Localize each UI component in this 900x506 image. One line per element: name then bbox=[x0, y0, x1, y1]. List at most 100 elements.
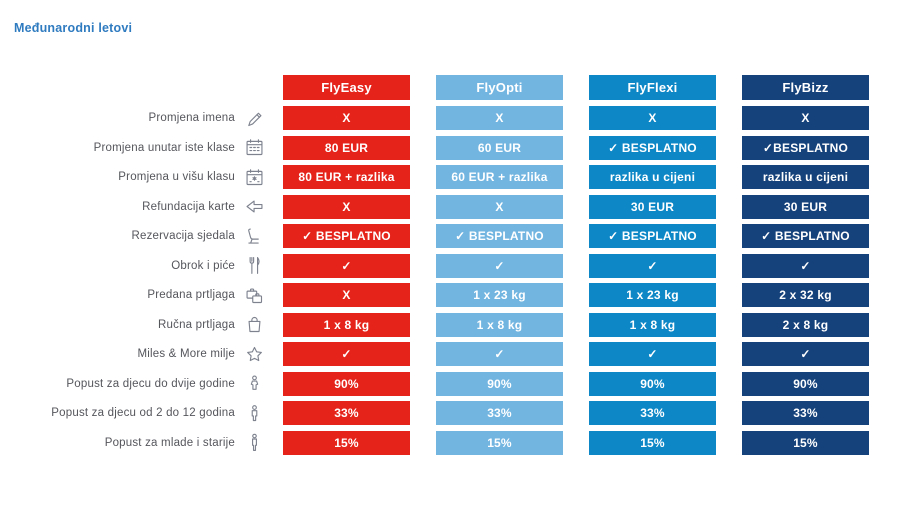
table-cell: X bbox=[436, 106, 563, 130]
cutlery-icon bbox=[242, 254, 266, 278]
table-cell: 2 x 32 kg bbox=[742, 283, 869, 307]
table-cell: 1 x 8 kg bbox=[589, 312, 716, 337]
table-cell: 33% bbox=[589, 401, 716, 425]
row-label: Rezervacija sjedala bbox=[131, 230, 235, 242]
table-row: Predana prtljaga X 1 x 23 kg 1 x 23 kg 2… bbox=[0, 283, 869, 307]
star-icon bbox=[242, 342, 266, 366]
row-label: Refundacija karte bbox=[142, 200, 235, 213]
page-title: Međunarodni letovi bbox=[14, 21, 133, 35]
row-label: Promjena imena bbox=[148, 112, 235, 124]
table-cell: ✓ BESPLATNO bbox=[589, 135, 716, 160]
baby-icon bbox=[242, 372, 266, 396]
table-cell: 80 EUR bbox=[283, 135, 410, 160]
table-cell: X bbox=[742, 106, 869, 130]
row-label: Predana prtljaga bbox=[147, 289, 235, 301]
row-label: Popust za djecu od 2 do 12 godina bbox=[51, 407, 235, 419]
table-row: Promjena unutar iste klase 80 EUR 60 EUR… bbox=[0, 135, 869, 160]
table-row: Promjena imena X X X X bbox=[0, 106, 869, 130]
table-cell: razlika u cijeni bbox=[589, 165, 716, 189]
table-cell: 60 EUR bbox=[436, 135, 563, 160]
table-cell: 90% bbox=[283, 371, 410, 396]
row-label: Obrok i piće bbox=[171, 259, 235, 272]
child-icon bbox=[242, 401, 266, 425]
table-cell: X bbox=[436, 194, 563, 219]
column-header-flyeasy: FlyEasy bbox=[283, 75, 410, 100]
table-cell: 30 EUR bbox=[742, 194, 869, 219]
table-cell: ✓ BESPLATNO bbox=[436, 224, 563, 248]
row-label: Ručna prtljaga bbox=[158, 318, 235, 331]
table-cell: ✓ bbox=[589, 253, 716, 278]
row-label: Promjena unutar iste klase bbox=[93, 141, 235, 154]
row-label-box: Popust za djecu od 2 do 12 godina bbox=[0, 401, 266, 425]
table-cell: 90% bbox=[589, 371, 716, 396]
luggage-icon bbox=[242, 283, 266, 307]
table-cell: 1 x 8 kg bbox=[436, 312, 563, 337]
table-cell: ✓ BESPLATNO bbox=[589, 224, 716, 248]
row-label-box: Refundacija karte bbox=[0, 195, 266, 219]
row-label: Miles & More milje bbox=[137, 348, 235, 360]
bag-icon bbox=[242, 313, 266, 337]
calendar-icon bbox=[242, 136, 266, 160]
column-header-flybizz: FlyBizz bbox=[742, 75, 869, 100]
table-cell: 1 x 8 kg bbox=[283, 312, 410, 337]
table-cell: X bbox=[589, 106, 716, 130]
row-label-box: Obrok i piće bbox=[0, 254, 266, 278]
column-header-flyopti: FlyOpti bbox=[436, 75, 563, 100]
arrow-left-icon bbox=[242, 195, 266, 219]
fare-comparison-table: FlyEasy FlyOpti FlyFlexi FlyBizz Promjen… bbox=[0, 75, 869, 460]
table-cell: ✓ bbox=[742, 253, 869, 278]
table-cell: 15% bbox=[589, 430, 716, 455]
table-cell: ✓ bbox=[436, 253, 563, 278]
table-cell: 33% bbox=[283, 401, 410, 425]
table-header-row: FlyEasy FlyOpti FlyFlexi FlyBizz bbox=[0, 75, 869, 100]
table-cell: 1 x 23 kg bbox=[436, 283, 563, 307]
table-cell: 90% bbox=[742, 371, 869, 396]
table-cell: X bbox=[283, 194, 410, 219]
table-cell: ✓ bbox=[283, 253, 410, 278]
row-label-box: Promjena u višu klasu bbox=[0, 165, 266, 189]
seat-icon bbox=[242, 224, 266, 248]
row-label: Popust za djecu do dvije godine bbox=[66, 377, 235, 390]
table-cell: 15% bbox=[742, 430, 869, 455]
table-row: Popust za djecu od 2 do 12 godina 33% 33… bbox=[0, 401, 869, 425]
table-cell: 2 x 8 kg bbox=[742, 312, 869, 337]
table-cell: 33% bbox=[742, 401, 869, 425]
table-row: Promjena u višu klasu 80 EUR + razlika 6… bbox=[0, 165, 869, 189]
table-cell: ✓BESPLATNO bbox=[742, 135, 869, 160]
table-cell: 30 EUR bbox=[589, 194, 716, 219]
row-label-box: Ručna prtljaga bbox=[0, 313, 266, 337]
row-label-box: Predana prtljaga bbox=[0, 283, 266, 307]
table-cell: 15% bbox=[436, 430, 563, 455]
table-cell: 60 EUR + razlika bbox=[436, 165, 563, 189]
row-label-box: Promjena imena bbox=[0, 106, 266, 130]
table-cell: 15% bbox=[283, 430, 410, 455]
table-cell: ✓ bbox=[283, 342, 410, 366]
table-cell: X bbox=[283, 106, 410, 130]
table-cell: 90% bbox=[436, 371, 563, 396]
table-cell: ✓ bbox=[436, 342, 563, 366]
table-row: Popust za mlade i starije 15% 15% 15% 15… bbox=[0, 430, 869, 455]
row-label-box: Rezervacija sjedala bbox=[0, 224, 266, 248]
calendar-star-icon bbox=[242, 165, 266, 189]
table-cell: ✓ bbox=[589, 342, 716, 366]
table-row: Rezervacija sjedala ✓ BESPLATNO ✓ BESPLA… bbox=[0, 224, 869, 248]
row-label-box: Promjena unutar iste klase bbox=[0, 136, 266, 160]
row-label-box: Miles & More milje bbox=[0, 342, 266, 366]
table-row: Popust za djecu do dvije godine 90% 90% … bbox=[0, 371, 869, 396]
table-cell: ✓ BESPLATNO bbox=[742, 224, 869, 248]
row-label-box: Popust za mlade i starije bbox=[0, 431, 266, 455]
table-cell: 33% bbox=[436, 401, 563, 425]
row-label: Promjena u višu klasu bbox=[118, 171, 235, 183]
column-header-flyflexi: FlyFlexi bbox=[589, 75, 716, 100]
row-label: Popust za mlade i starije bbox=[104, 436, 235, 449]
table-row: Miles & More milje ✓ ✓ ✓ ✓ bbox=[0, 342, 869, 366]
table-cell: X bbox=[283, 283, 410, 307]
table-row: Refundacija karte X X 30 EUR 30 EUR bbox=[0, 194, 869, 219]
table-cell: 1 x 23 kg bbox=[589, 283, 716, 307]
table-row: Obrok i piće ✓ ✓ ✓ ✓ bbox=[0, 253, 869, 278]
row-label-box: Popust za djecu do dvije godine bbox=[0, 372, 266, 396]
table-cell: 80 EUR + razlika bbox=[283, 165, 410, 189]
table-row: Ručna prtljaga 1 x 8 kg 1 x 8 kg 1 x 8 k… bbox=[0, 312, 869, 337]
pen-icon bbox=[242, 106, 266, 130]
